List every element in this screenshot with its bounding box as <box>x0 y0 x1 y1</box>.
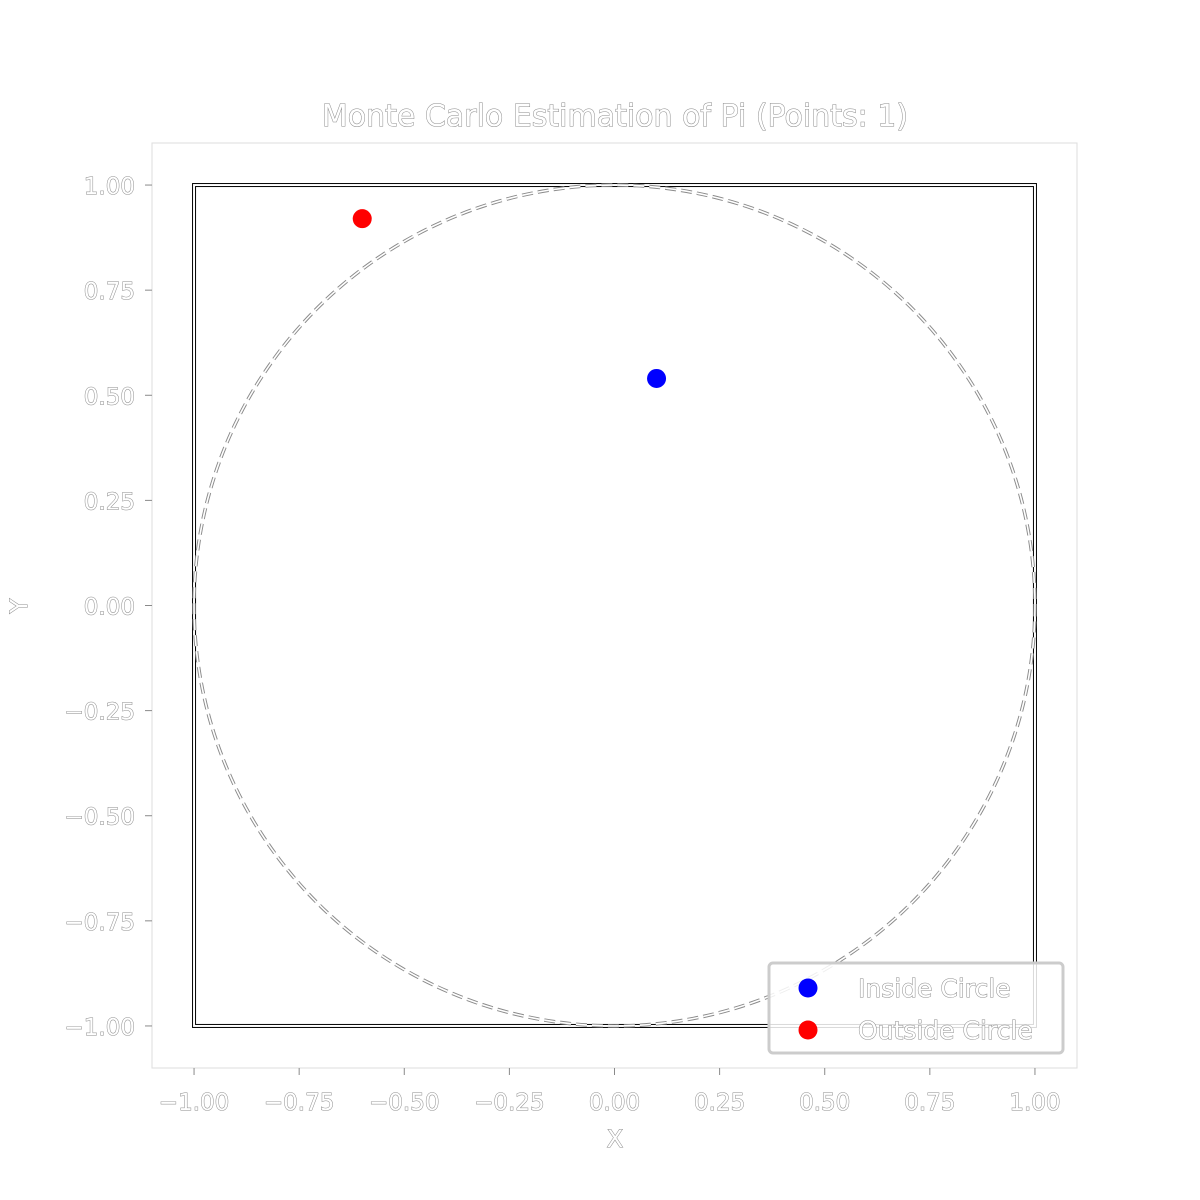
y-tick-label: 0.25 <box>84 489 135 515</box>
y-tick-label: 0.00 <box>84 595 135 621</box>
x-tick-label: 0.50 <box>799 1090 850 1116</box>
x-tick-label: −1.00 <box>159 1090 229 1116</box>
x-tick-label: 1.00 <box>1009 1090 1060 1116</box>
square-outline-inner <box>195 186 1034 1025</box>
y-tick-label: 0.75 <box>84 279 135 305</box>
x-tick-label: 0.25 <box>694 1090 745 1116</box>
y-tick-label: −0.75 <box>65 910 135 936</box>
circle-dash-fill <box>193 184 1036 1027</box>
y-axis-label: Y <box>5 598 33 614</box>
plot-area <box>151 142 1078 1069</box>
scatter-points <box>352 209 667 388</box>
legend-box <box>767 961 1065 1055</box>
y-tick-label: −0.25 <box>65 700 135 726</box>
scatter-point-inside <box>647 368 667 388</box>
y-tick-label: 1.00 <box>84 174 135 200</box>
y-tick-label: 0.50 <box>84 384 135 410</box>
legend-label: Inside Circle <box>858 974 1011 1003</box>
x-tick-label: −0.75 <box>264 1090 334 1116</box>
y-axis-ticks: 1.00 0.75 0.50 0.25 0.00 −0.25 −0.50 −0.75 −1.00 <box>64 174 152 1041</box>
y-tick-label: −0.50 <box>65 805 135 831</box>
square-outline-outer <box>192 183 1037 1028</box>
y-tick-label: −1.00 <box>65 1015 135 1041</box>
x-tick-label: −0.25 <box>474 1090 544 1116</box>
scatter-point-outside <box>352 209 372 229</box>
x-tick-label: 0.75 <box>904 1090 955 1116</box>
legend-label: Outside Circle <box>858 1016 1033 1045</box>
x-tick-label: 0.00 <box>589 1090 640 1116</box>
legend-marker <box>798 1020 818 1040</box>
legend: Inside Circle Outside Circle <box>767 961 1065 1055</box>
x-tick-label: −0.50 <box>369 1090 439 1116</box>
unit-square <box>192 183 1037 1028</box>
legend-marker <box>798 978 818 998</box>
circle-dash-outline <box>192 183 1037 1028</box>
x-axis-ticks: −1.00 −0.75 −0.50 −0.25 0.00 0.25 0.50 0.75 1.00 <box>158 1068 1061 1117</box>
x-axis-label: X <box>607 1125 623 1153</box>
unit-circle <box>192 183 1037 1028</box>
chart-title: Monte Carlo Estimation of Pi (Points: 1) <box>322 99 908 134</box>
